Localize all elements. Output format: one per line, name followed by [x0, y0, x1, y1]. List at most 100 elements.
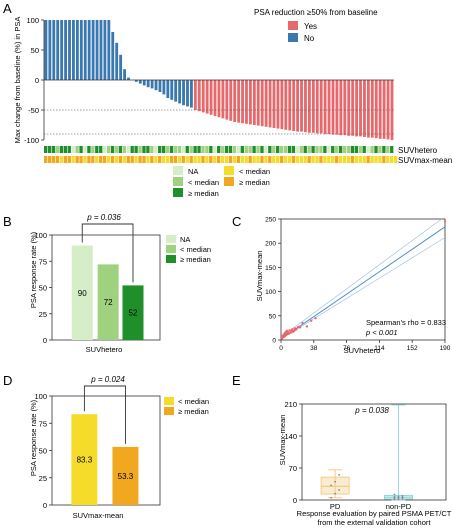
- waterfall-bar: [264, 80, 268, 127]
- hetero-track-cell: [201, 146, 205, 153]
- legend-swatch-hetero-ge: [173, 188, 183, 197]
- waterfall-bar: [252, 80, 256, 125]
- mean-x-axis-label: SUVmax-mean: [73, 511, 124, 520]
- boxplot-y-tick-label: 70: [289, 464, 297, 473]
- scatter-x-tick-label: 114: [374, 345, 385, 352]
- mean-track-cell: [338, 156, 343, 163]
- mean-track-cell: [252, 156, 256, 163]
- boxplot-category-label: non-PD: [386, 502, 412, 511]
- hetero-track-cell: [205, 146, 209, 153]
- scatter-x-tick-label: 152: [407, 345, 418, 352]
- waterfall-bar: [111, 32, 115, 80]
- mean-y-tick-label: 25: [39, 474, 47, 483]
- mean-track-cell: [311, 156, 315, 163]
- mean-track-cell: [189, 156, 193, 163]
- waterfall-bar: [170, 80, 174, 100]
- waterfall-y-tick-label: 0: [35, 76, 39, 85]
- waterfall-bar: [390, 80, 394, 140]
- mean-track-cell: [201, 156, 205, 163]
- mean-bar: [71, 414, 98, 505]
- hetero-track-cell: [71, 146, 75, 153]
- hetero-track-cell: [283, 146, 288, 153]
- waterfall-bar: [166, 80, 170, 98]
- box-point: [334, 492, 337, 495]
- legend-swatch-yes: [288, 21, 298, 30]
- scatter-point: [314, 317, 317, 320]
- hetero-track-cell: [232, 146, 237, 153]
- box-point: [401, 497, 404, 500]
- waterfall-bar: [83, 20, 87, 80]
- mean-track-cell: [142, 156, 146, 163]
- mean-track-cell: [63, 156, 67, 163]
- hetero-track-cell: [338, 146, 343, 153]
- scatter-point: [305, 325, 309, 328]
- scatter-y-tick-label: 150: [265, 265, 276, 272]
- waterfall-bar: [68, 20, 71, 80]
- mean-y-axis-label: PSA response rate (%): [29, 399, 38, 476]
- waterfall-bar: [288, 80, 292, 131]
- track-label-mean: SUVmax-mean: [398, 156, 452, 165]
- waterfall-bar: [323, 80, 327, 134]
- waterfall-bar: [296, 80, 300, 132]
- hetero-track-cell: [248, 146, 252, 153]
- hetero-track-cell: [244, 146, 248, 153]
- waterfall-bar: [315, 80, 319, 134]
- boxplot-p-value: p = 0.038: [354, 406, 389, 415]
- mean-bar-value-label: 53.3: [118, 472, 134, 481]
- waterfall-bar: [123, 69, 126, 80]
- hetero-track-cell: [291, 146, 296, 153]
- box-point: [393, 495, 396, 498]
- mean-track-cell: [173, 156, 178, 163]
- boxplot-frame: [301, 403, 447, 501]
- mean-track-cell: [177, 156, 182, 163]
- hetero-track-cell: [374, 146, 378, 153]
- hetero-track-cell: [272, 146, 276, 153]
- hetero-track-cell: [44, 146, 48, 153]
- waterfall-bar: [162, 80, 166, 95]
- mean-track-cell: [75, 156, 79, 163]
- hetero-track-cell: [276, 146, 280, 153]
- waterfall-bar: [256, 80, 260, 126]
- hetero-track-cell: [63, 146, 67, 153]
- waterfall-bar: [134, 80, 138, 82]
- hetero-bar-value-label: 72: [104, 298, 113, 307]
- mean-response-chart: 100 75 50 25 0 83.3 53.3 PSA response rate (%)…: [29, 375, 209, 520]
- waterfall-bar: [268, 80, 272, 128]
- hetero-track-cell: [146, 146, 150, 153]
- hetero-track-cell: [315, 146, 319, 153]
- hetero-track-cell: [75, 146, 79, 153]
- hetero-track-cell: [189, 146, 193, 153]
- hetero-track-cell: [106, 146, 111, 153]
- legend-label-no: No: [304, 34, 315, 43]
- waterfall-bar: [374, 80, 378, 139]
- spearman-rho-annotation: Spearman's rho = 0.833: [366, 318, 446, 327]
- waterfall-bar: [363, 80, 366, 137]
- mean-y-tick-label: 0: [43, 501, 47, 510]
- scatter-y-tick-label: 50: [269, 313, 277, 320]
- waterfall-y-axis-label: Max change from baseline (%) in PSA: [13, 17, 22, 144]
- hetero-track-cell: [260, 146, 264, 153]
- mean-track-cell: [260, 156, 264, 163]
- waterfall-y-tick-label: -100: [24, 136, 39, 145]
- box-iqr: [320, 476, 350, 495]
- hetero-bar: [97, 264, 119, 340]
- boxplot-chart: 210 140 70 0 PD non-PD SUVmax-mean Response e…: [278, 400, 452, 527]
- hetero-track-cell: [386, 146, 390, 153]
- boxplot-y-tick-label: 210: [284, 400, 297, 409]
- boxplot-y-tick-label: 140: [284, 432, 297, 441]
- mean-track-cell: [59, 156, 64, 163]
- waterfall-bar: [339, 80, 343, 136]
- scatter-x-tick-label: 38: [310, 345, 318, 352]
- mean-track-cell: [83, 156, 87, 163]
- mean-track-cell: [51, 156, 56, 163]
- waterfall-bar: [248, 80, 252, 125]
- waterfall-bar: [359, 80, 362, 137]
- waterfall-bar: [260, 80, 264, 127]
- waterfall-bar: [91, 20, 95, 80]
- hetero-y-tick-label: 100: [34, 231, 47, 240]
- legend-swatch-mean-ge: [224, 177, 234, 186]
- hetero-track-cell: [327, 146, 331, 153]
- waterfall-bar: [115, 42, 119, 80]
- waterfall-bar: [205, 80, 209, 114]
- hetero-track-cell: [335, 146, 339, 153]
